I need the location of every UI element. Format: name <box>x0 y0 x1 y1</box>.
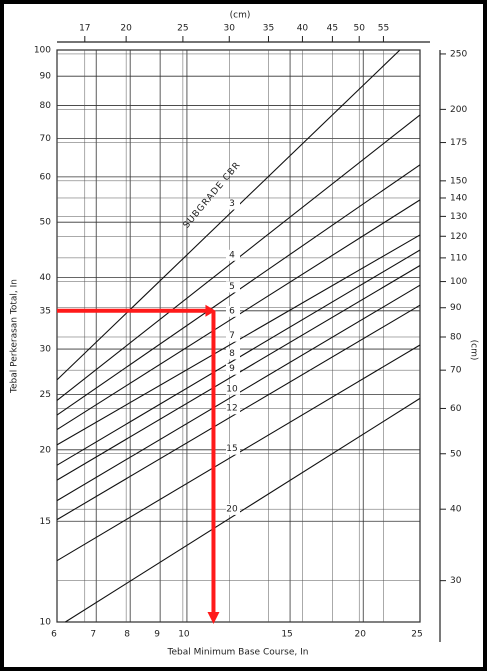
label-bg <box>226 383 240 395</box>
right-tick-label: 80 <box>450 332 462 342</box>
cbr-label: 4 <box>229 250 235 260</box>
cbr-label: 5 <box>229 282 235 292</box>
right-tick-label: 100 <box>450 277 467 287</box>
y-tick-label: 20 <box>40 445 52 455</box>
label-bg <box>226 348 240 360</box>
x-tick-label: 8 <box>124 630 130 640</box>
y-tick-label: 90 <box>40 72 52 82</box>
label-bg <box>226 305 240 317</box>
y-tick-label: 30 <box>40 345 52 355</box>
cbr-label: 15 <box>226 444 237 454</box>
label-bg <box>226 249 240 261</box>
right-tick-label: 140 <box>450 193 467 203</box>
y-axis-title: Tebal Perkerasan Total, In <box>10 279 20 394</box>
label-bg <box>226 281 240 293</box>
right-tick-label: 110 <box>450 253 467 263</box>
top-tick-label: 20 <box>120 24 132 34</box>
y-tick-label: 100 <box>34 46 51 56</box>
cbr-label: 20 <box>226 504 238 514</box>
top-tick-label: 55 <box>378 24 389 34</box>
top-axis-title: (cm) <box>230 11 251 21</box>
y-tick-label: 80 <box>40 101 52 111</box>
x-tick-label: 6 <box>51 630 57 640</box>
cbr-label: 10 <box>226 384 238 394</box>
right-tick-label: 40 <box>450 505 462 515</box>
y-tick-label: 60 <box>40 172 52 182</box>
y-tick-label: 50 <box>40 218 52 228</box>
cbr-label: 7 <box>229 331 235 341</box>
x-tick-label: 10 <box>178 630 190 640</box>
top-tick-label: 40 <box>297 24 309 34</box>
right-tick-label: 130 <box>450 212 467 222</box>
top-tick-label: 30 <box>224 24 236 34</box>
top-tick-label: 45 <box>327 24 338 34</box>
label-bg <box>226 503 240 515</box>
cbr-label: 3 <box>229 199 235 209</box>
y-tick-label: 35 <box>40 306 51 316</box>
cbr-label: 12 <box>226 404 237 414</box>
label-bg <box>226 443 240 455</box>
top-tick-label: 35 <box>263 24 274 34</box>
cbr-label: 6 <box>229 306 235 316</box>
x-tick-label: 25 <box>411 630 422 640</box>
y-tick-label: 25 <box>40 390 51 400</box>
right-tick-label: 60 <box>450 404 462 414</box>
x-tick-label: 9 <box>154 630 160 640</box>
x-tick-label: 20 <box>355 630 367 640</box>
label-bg <box>226 198 240 210</box>
top-tick-label: 17 <box>79 24 90 34</box>
right-tick-label: 200 <box>450 105 467 115</box>
right-tick-label: 175 <box>450 138 467 148</box>
right-tick-label: 70 <box>450 366 462 376</box>
right-tick-label: 30 <box>450 576 462 586</box>
label-bg <box>226 403 240 415</box>
cbr-label: 9 <box>229 364 235 374</box>
x-tick-label: 7 <box>90 630 96 640</box>
label-bg <box>226 363 240 375</box>
right-tick-label: 50 <box>450 449 462 459</box>
right-tick-label: 150 <box>450 176 467 186</box>
label-bg <box>226 330 240 342</box>
curve-label: SUBGRADE CBR <box>182 160 243 230</box>
x-tick-label: 15 <box>281 630 292 640</box>
y-tick-label: 40 <box>40 273 52 283</box>
top-tick-label: 50 <box>353 24 365 34</box>
cbr-line <box>65 397 421 623</box>
right-tick-label: 250 <box>450 49 467 59</box>
example-arrowhead <box>207 612 220 624</box>
y-tick-label: 70 <box>40 134 52 144</box>
top-tick-label: 25 <box>177 24 188 34</box>
x-axis-title: Tebal Minimum Base Course, In <box>167 648 309 658</box>
right-axis-title: (cm) <box>469 340 479 361</box>
cbr-line <box>56 49 401 381</box>
right-tick-label: 90 <box>450 303 462 313</box>
example-arrowhead <box>205 304 216 317</box>
y-tick-label: 10 <box>40 618 52 628</box>
cbr-label: 8 <box>229 349 235 359</box>
y-tick-label: 15 <box>40 517 51 527</box>
right-tick-label: 120 <box>450 232 467 242</box>
